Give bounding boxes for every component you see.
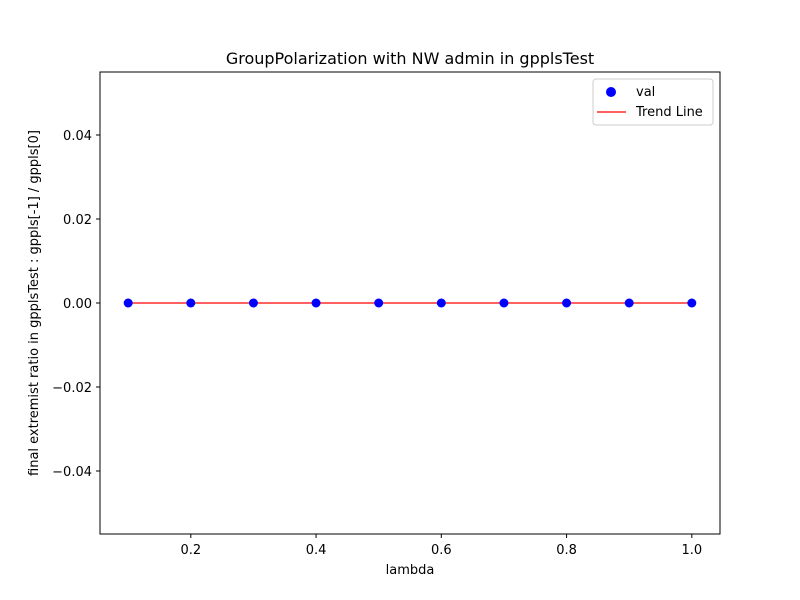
- x-tick-label: 0.4: [306, 543, 327, 558]
- legend-label-trend-line: Trend Line: [635, 105, 703, 120]
- data-point: [374, 298, 384, 308]
- data-point: [687, 298, 697, 308]
- y-tick-label: −0.04: [52, 465, 92, 480]
- data-point: [436, 298, 446, 308]
- x-tick-label: 0.6: [431, 543, 452, 558]
- y-tick-label: 0.02: [63, 213, 92, 228]
- data-point: [624, 298, 634, 308]
- data-point: [562, 298, 572, 308]
- data-point: [311, 298, 321, 308]
- x-tick-label: 0.2: [180, 543, 201, 558]
- y-tick-label: 0.00: [63, 297, 92, 312]
- legend-marker-val: [606, 87, 616, 97]
- legend-label-val: val: [636, 85, 655, 100]
- y-axis: −0.04 −0.02 0.00 0.02 0.04: [52, 129, 100, 480]
- legend: val Trend Line: [592, 78, 714, 126]
- x-tick-label: 0.8: [556, 543, 577, 558]
- y-tick-label: 0.04: [63, 129, 92, 144]
- legend-box: [592, 78, 714, 126]
- chart-title: GroupPolarization with NW admin in gppls…: [226, 49, 594, 68]
- series-layer: [123, 298, 697, 308]
- x-axis: 0.2 0.4 0.6 0.8 1.0: [180, 534, 702, 558]
- data-point: [248, 298, 258, 308]
- x-tick-label: 1.0: [681, 543, 702, 558]
- y-axis-label: final extremist ratio in gpplsTest : gpp…: [27, 130, 42, 476]
- data-point: [123, 298, 133, 308]
- y-tick-label: −0.02: [52, 381, 92, 396]
- data-point: [499, 298, 509, 308]
- x-axis-label: lambda: [386, 563, 435, 578]
- data-point: [186, 298, 196, 308]
